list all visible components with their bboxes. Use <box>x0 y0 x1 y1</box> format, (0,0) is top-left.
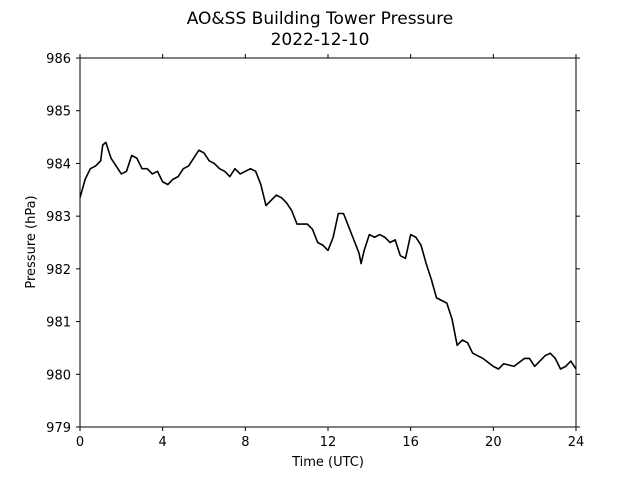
y-tick-label: 983 <box>46 210 71 225</box>
y-tick-label: 980 <box>46 368 71 383</box>
chart-subtitle: 2022-12-10 <box>271 30 370 50</box>
y-tick-label: 981 <box>46 316 71 331</box>
y-tick-label: 984 <box>46 157 71 172</box>
x-tick-label: 4 <box>159 435 167 450</box>
x-tick-label: 12 <box>320 435 337 450</box>
y-tick-label: 979 <box>46 421 71 436</box>
pressure-line <box>79 141 577 370</box>
x-tick-label: 0 <box>76 435 84 450</box>
y-tick-label: 986 <box>46 52 71 67</box>
x-tick-label: 8 <box>241 435 249 450</box>
x-axis-label: Time (UTC) <box>291 455 364 470</box>
plot-frame <box>79 57 577 428</box>
y-tick-label: 982 <box>46 263 71 278</box>
chart-title: AO&SS Building Tower Pressure <box>187 9 454 29</box>
y-tick-label: 985 <box>46 105 71 120</box>
y-axis-label: Pressure (hPa) <box>24 195 39 288</box>
x-tick-label: 24 <box>568 435 585 450</box>
x-tick-label: 16 <box>402 435 419 450</box>
x-tick-label: 20 <box>485 435 502 450</box>
